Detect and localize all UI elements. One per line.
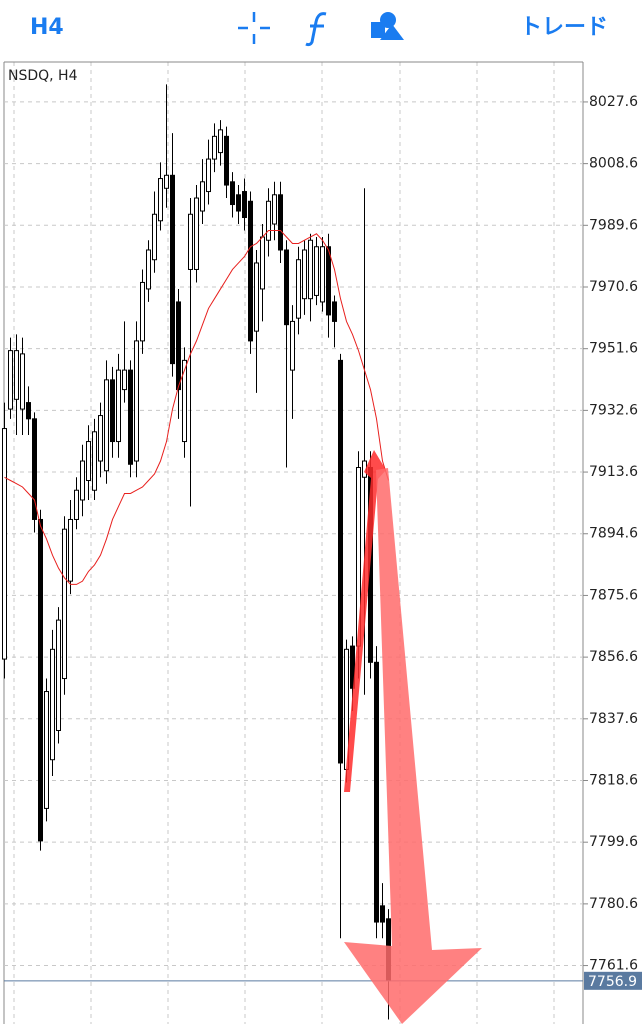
candle-body [3, 429, 7, 660]
candle-body [297, 260, 301, 318]
candle-body [339, 360, 343, 763]
chart-title: NSDQ, H4 [8, 68, 78, 84]
candle-body [207, 159, 211, 191]
y-tick-label: 7856.6 [589, 649, 638, 665]
candle-body [99, 416, 103, 461]
candle-body [57, 620, 61, 730]
y-tick-label: 8027.6 [589, 94, 638, 110]
candle-body [321, 247, 325, 302]
candle-body [63, 529, 67, 678]
candle-body [285, 250, 289, 325]
candle-body [111, 380, 115, 442]
y-tick-label: 7970.6 [589, 279, 638, 295]
y-tick-label: 7818.6 [589, 772, 638, 788]
y-tick-label: 7951.6 [589, 341, 638, 357]
candle-body [189, 214, 193, 269]
candle-body [267, 201, 271, 240]
candle-body [291, 321, 295, 370]
candle-body [159, 179, 163, 221]
y-tick-label: 7875.6 [589, 587, 638, 603]
candle-body [231, 182, 235, 205]
candle-body [147, 250, 151, 289]
y-tick-label: 7837.6 [589, 711, 638, 727]
candle-body [117, 370, 121, 441]
candle-body [153, 214, 157, 259]
grid [14, 62, 554, 1024]
candle-body [123, 370, 127, 389]
y-tick-label: 7799.6 [589, 834, 638, 850]
candle-body [51, 649, 55, 759]
candle-body [243, 192, 247, 218]
candle-body [195, 198, 199, 269]
timeframe-button[interactable]: H4 [30, 15, 64, 40]
y-tick-label: 8008.6 [589, 156, 638, 172]
candle-body [105, 380, 109, 471]
candle-body [45, 692, 49, 809]
candle-body [15, 351, 19, 400]
y-tick-label: 7780.6 [589, 896, 638, 912]
candle-body [219, 130, 223, 153]
candle-body [375, 662, 379, 922]
candle-body [93, 432, 97, 490]
candle-body [201, 182, 205, 211]
candle-body [135, 341, 139, 461]
candle-body [75, 490, 79, 519]
candle-body [255, 263, 259, 331]
candle-body [261, 237, 265, 289]
candle-body [315, 247, 319, 296]
candle-body [39, 519, 43, 840]
candle-body [141, 282, 145, 340]
candle-body [327, 247, 331, 315]
candle-body [333, 302, 337, 321]
y-tick-label: 7989.6 [589, 217, 638, 233]
trade-button[interactable]: トレード [520, 15, 608, 40]
candle-body [309, 240, 313, 298]
candle-body [129, 370, 133, 464]
candle-body [249, 201, 253, 341]
candle-body [279, 195, 283, 250]
last-price-label: 7756.9 [588, 974, 637, 990]
candle-body [165, 175, 169, 188]
candle-body [9, 351, 13, 409]
candle-body [69, 519, 73, 581]
candle-body [87, 442, 91, 481]
y-tick-label: 7913.6 [589, 464, 638, 480]
candle-body [27, 403, 31, 419]
candle-body [273, 195, 277, 224]
candle-body [381, 906, 385, 922]
candle-body [81, 461, 85, 500]
candle-body [303, 250, 307, 299]
y-tick-label: 7932.6 [589, 402, 638, 418]
candle-body [177, 302, 181, 390]
y-tick-label: 7761.6 [589, 958, 638, 974]
candle-body [171, 175, 175, 363]
candle-body [225, 136, 229, 185]
y-tick-label: 7894.6 [589, 526, 638, 542]
candle-body [213, 136, 217, 159]
candle-body [237, 195, 241, 211]
candle-body [21, 354, 25, 409]
